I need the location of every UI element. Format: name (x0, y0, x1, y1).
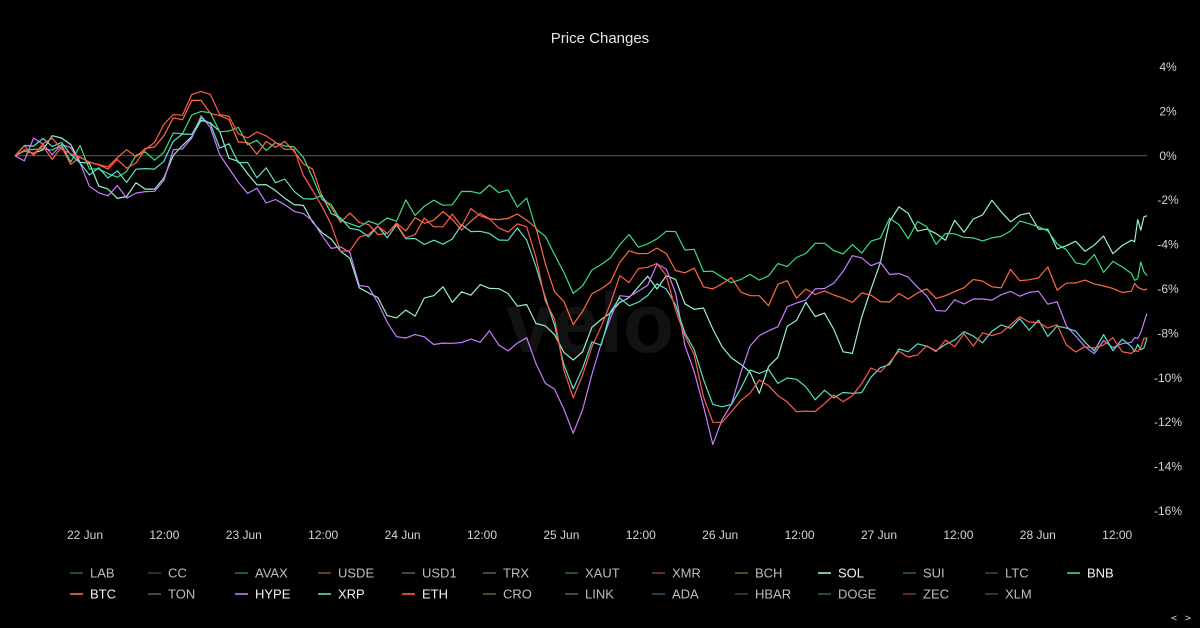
legend-label: XLM (1005, 587, 1032, 602)
x-tick-label: 23 Jun (226, 528, 262, 542)
x-tick-label: 24 Jun (385, 528, 421, 542)
legend-label: HYPE (255, 587, 291, 602)
x-tick-label: 28 Jun (1020, 528, 1056, 542)
legend-label: TON (168, 587, 195, 602)
legend-label: ZEC (923, 587, 949, 602)
y-tick-label: -16% (1154, 504, 1182, 518)
x-tick-label: 12:00 (785, 528, 815, 542)
legend-item-lab[interactable]: LAB (70, 566, 115, 581)
legend-item-eth[interactable]: ETH (402, 587, 448, 602)
legend-label: AVAX (255, 566, 288, 581)
legend-item-usd1[interactable]: USD1 (402, 566, 457, 581)
legend-item-btc[interactable]: BTC (70, 587, 116, 602)
x-axis: 22 Jun 12:00 23 Jun 12:00 24 Jun 12:00 25 Jun 1… (67, 528, 1133, 542)
x-tick-label: 12:00 (308, 528, 338, 542)
legend-label: BCH (755, 566, 782, 581)
x-tick-label: 22 Jun (67, 528, 103, 542)
legend-item-avax[interactable]: AVAX (235, 566, 288, 581)
legend-item-ton[interactable]: TON (148, 587, 195, 602)
y-tick-label: 4% (1159, 60, 1177, 74)
legend-label: XAUT (585, 566, 620, 581)
y-axis: 4% 2% 0% -2% -4% -6% -8% -10% -12% -14% -16% (1154, 60, 1182, 518)
legend-label: ETH (422, 587, 448, 602)
legend-item-bnb[interactable]: BNB (1067, 566, 1114, 581)
legend-item-usde[interactable]: USDE (318, 566, 374, 581)
legend-label: XRP (338, 587, 365, 602)
legend-label: CRO (503, 587, 532, 602)
legend-label: ADA (672, 587, 699, 602)
y-tick-label: 2% (1159, 104, 1177, 118)
legend-label: BNB (1087, 566, 1114, 581)
series-line-btc (14, 99, 1148, 326)
legend-label: XMR (672, 566, 701, 581)
x-tick-label: 12:00 (1102, 528, 1132, 542)
legend-label: CC (168, 566, 187, 581)
legend-item-hbar[interactable]: HBAR (735, 587, 791, 602)
x-tick-label: 12:00 (626, 528, 656, 542)
y-tick-label: -8% (1157, 326, 1179, 340)
legend-label: TRX (503, 566, 529, 581)
legend-label: LAB (90, 566, 115, 581)
y-tick-label: -2% (1157, 193, 1179, 207)
chart-title: Price Changes (551, 30, 649, 47)
legend-label: DOGE (838, 587, 877, 602)
legend-label: USD1 (422, 566, 457, 581)
legend-item-cc[interactable]: CC (148, 566, 187, 581)
legend-item-doge[interactable]: DOGE (818, 587, 877, 602)
legend-item-xmr[interactable]: XMR (652, 566, 701, 581)
y-tick-label: 0% (1159, 149, 1177, 163)
legend-item-xlm[interactable]: XLM (985, 587, 1032, 602)
legend-item-cro[interactable]: CRO (483, 587, 532, 602)
series-line-xrp (14, 117, 1148, 408)
legend-pager[interactable]: < > (1170, 613, 1192, 624)
y-tick-label: -12% (1154, 415, 1182, 429)
legend-label: LINK (585, 587, 614, 602)
legend-item-trx[interactable]: TRX (483, 566, 529, 581)
legend-label: HBAR (755, 587, 791, 602)
legend-label: LTC (1005, 566, 1029, 581)
legend-item-bch[interactable]: BCH (735, 566, 782, 581)
legend-item-sol[interactable]: SOL (818, 566, 864, 581)
legend-item-sui[interactable]: SUI (903, 566, 945, 581)
x-tick-label: 12:00 (467, 528, 497, 542)
y-tick-label: -6% (1157, 282, 1179, 296)
y-tick-label: -14% (1154, 460, 1182, 474)
x-tick-label: 25 Jun (543, 528, 579, 542)
x-tick-label: 26 Jun (702, 528, 738, 542)
y-tick-label: -4% (1157, 238, 1179, 252)
legend-item-zec[interactable]: ZEC (903, 587, 949, 602)
y-tick-label: -10% (1154, 371, 1182, 385)
x-tick-label: 12:00 (149, 528, 179, 542)
watermark-logo: velo (506, 276, 674, 370)
legend: LAB CC AVAX USDE USD1 TRX XAUT XMR BCH SOL SUI LTC B… (70, 566, 1114, 602)
legend-label: SUI (923, 566, 945, 581)
legend-label: SOL (838, 566, 864, 581)
x-tick-label: 27 Jun (861, 528, 897, 542)
series-line-eth (14, 90, 1148, 423)
series-line-bnb (14, 110, 1148, 294)
legend-label: BTC (90, 587, 116, 602)
legend-item-ltc[interactable]: LTC (985, 566, 1029, 581)
legend-item-ada[interactable]: ADA (652, 587, 699, 602)
legend-item-xrp[interactable]: XRP (318, 587, 365, 602)
legend-item-link[interactable]: LINK (565, 587, 614, 602)
x-tick-label: 12:00 (943, 528, 973, 542)
plot-series (14, 90, 1148, 445)
legend-item-hype[interactable]: HYPE (235, 587, 291, 602)
series-line-hype (14, 115, 1148, 445)
legend-label: USDE (338, 566, 374, 581)
legend-item-xaut[interactable]: XAUT (565, 566, 620, 581)
